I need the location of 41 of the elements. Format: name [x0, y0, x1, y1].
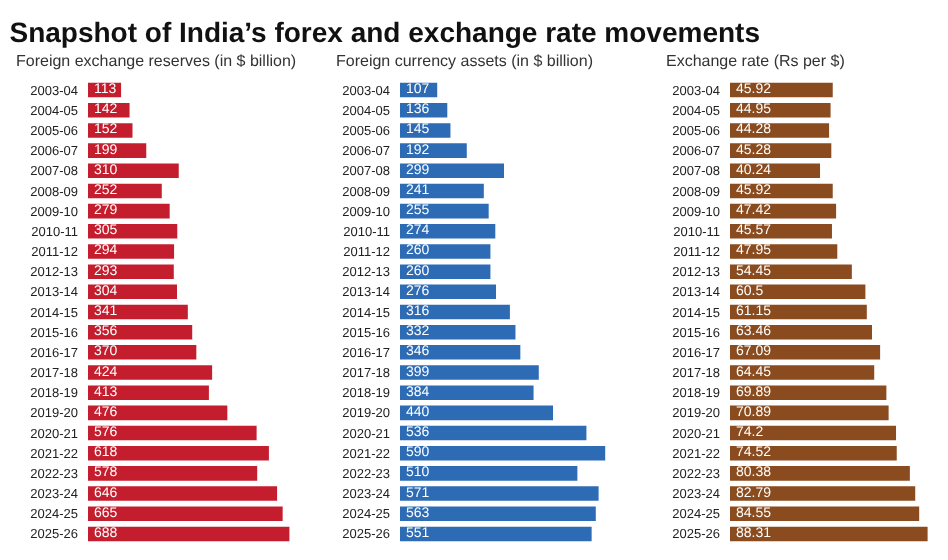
bar — [400, 365, 539, 380]
bar — [730, 425, 897, 441]
bar — [88, 244, 175, 259]
bar — [400, 466, 578, 481]
bar — [88, 345, 197, 360]
bar — [730, 244, 838, 259]
bar — [88, 466, 258, 481]
bar — [400, 405, 554, 421]
bar — [400, 486, 599, 501]
text: Snapshot of India’s forex and exchange rate movements — [9, 15, 761, 48]
bar — [730, 365, 875, 380]
bar — [400, 264, 491, 279]
bar — [730, 264, 852, 279]
bar — [88, 506, 283, 521]
bar — [730, 103, 831, 118]
bar — [88, 445, 269, 461]
bar — [400, 526, 592, 542]
chart-subtitle: Exchange rate (Rs per $) — [666, 52, 846, 70]
bar — [88, 264, 174, 279]
bar — [730, 385, 887, 400]
bar — [88, 526, 290, 542]
bar — [730, 224, 832, 239]
bar — [88, 365, 213, 380]
bar — [730, 345, 881, 360]
chart-subtitle: Foreign exchange reserves (in $ billion) — [16, 52, 297, 70]
bar — [400, 224, 496, 239]
bar — [88, 486, 278, 501]
bar — [730, 506, 920, 521]
bar — [88, 425, 257, 441]
bar — [730, 466, 910, 481]
bar — [400, 445, 606, 461]
bar — [400, 345, 521, 360]
bar — [88, 224, 178, 239]
bar — [400, 506, 596, 521]
bar — [400, 425, 587, 441]
chart-subtitle: Foreign currency assets (in $ billion) — [336, 52, 594, 70]
bar — [400, 143, 467, 158]
bar — [730, 486, 916, 501]
bar — [88, 385, 209, 400]
bar — [400, 385, 534, 400]
bar — [400, 244, 491, 259]
